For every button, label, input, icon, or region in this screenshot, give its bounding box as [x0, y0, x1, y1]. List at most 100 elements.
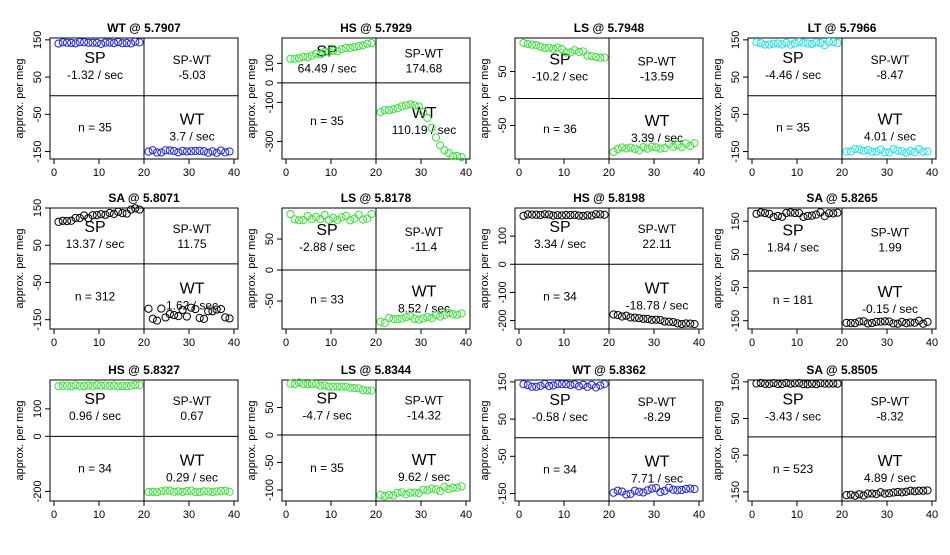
- data-point: [84, 214, 93, 223]
- data-point: [829, 37, 838, 47]
- data-point: [199, 487, 209, 496]
- data-point: [897, 147, 907, 156]
- data-point: [303, 211, 312, 221]
- n-count: n = 34: [78, 462, 112, 476]
- y-tick-label: 150: [730, 212, 742, 230]
- data-point: [333, 47, 342, 56]
- data-point: [92, 380, 101, 390]
- data-point: [294, 378, 304, 387]
- data-point: [681, 319, 691, 328]
- panel-title: SA @ 5.8071: [108, 191, 180, 205]
- data-point: [131, 204, 140, 213]
- data-point: [354, 41, 363, 51]
- data-point: [812, 210, 821, 219]
- x-tick-label: 0: [283, 167, 289, 179]
- data-point: [397, 102, 406, 111]
- data-point: [221, 148, 230, 157]
- y-axis-label: approx. per meg: [479, 400, 491, 480]
- data-point: [62, 381, 72, 390]
- scatter-panel: LS @ 5.8344 approx. per meg 50 0 -50 -100 0 10 2…: [246, 363, 472, 521]
- data-point: [795, 37, 804, 47]
- data-point: [553, 43, 562, 52]
- wt-label: WT: [180, 280, 205, 297]
- data-point: [389, 491, 398, 500]
- data-point: [174, 312, 183, 321]
- data-point: [299, 379, 308, 389]
- data-point: [354, 210, 363, 219]
- data-point: [790, 208, 799, 218]
- data-point: [795, 209, 804, 218]
- data-point: [613, 311, 622, 320]
- y-tick-label: -150: [32, 141, 44, 163]
- data-point: [187, 147, 196, 156]
- data-point: [122, 38, 131, 48]
- data-point: [765, 379, 774, 389]
- data-point: [846, 147, 855, 156]
- data-point: [401, 101, 411, 110]
- spwt-value: -14.32: [407, 409, 441, 423]
- data-point: [782, 378, 791, 388]
- data-point: [311, 379, 321, 389]
- data-point: [681, 139, 691, 148]
- data-point: [562, 380, 571, 389]
- x-tick-label: 20: [836, 509, 848, 521]
- data-point: [519, 380, 528, 389]
- data-point: [562, 210, 571, 220]
- data-point: [79, 211, 89, 220]
- data-point: [690, 484, 699, 494]
- spwt-value: -8.29: [643, 410, 671, 424]
- data-point: [673, 486, 682, 495]
- data-point: [54, 39, 63, 48]
- y-tick-label: -50: [497, 118, 509, 134]
- y-tick-label: 150: [32, 31, 44, 49]
- data-point: [782, 208, 791, 218]
- panel-title: SA @ 5.8505: [806, 363, 878, 377]
- data-point: [652, 143, 661, 152]
- scatter-panel: SA @ 5.8265 approx. per meg 150 50 -50 -150 0 1…: [712, 191, 938, 349]
- x-tick-label: 30: [183, 337, 195, 349]
- data-point: [389, 314, 398, 324]
- data-point: [600, 53, 609, 62]
- scatter-panel: WT @ 5.8362 approx. per meg 150 50 -50 -150 0 1…: [479, 363, 705, 521]
- data-point: [532, 210, 541, 219]
- data-point: [174, 487, 183, 496]
- data-point: [812, 380, 821, 389]
- y-tick-label: 50: [730, 71, 742, 83]
- data-point: [75, 382, 84, 391]
- x-tick-label: 30: [881, 337, 893, 349]
- data-point: [178, 487, 187, 497]
- data-point: [316, 50, 325, 59]
- data-point: [566, 210, 575, 220]
- data-point: [677, 319, 686, 329]
- data-point: [423, 113, 432, 123]
- data-point: [544, 381, 554, 391]
- y-tick-label: 50: [497, 413, 509, 425]
- spwt-value: 22.11: [642, 237, 671, 251]
- data-point: [393, 488, 402, 497]
- data-point: [299, 216, 308, 225]
- data-point: [307, 51, 316, 60]
- y-axis-label: approx. per meg: [246, 58, 258, 138]
- data-point: [448, 310, 458, 319]
- data-point: [824, 379, 834, 388]
- data-point: [906, 146, 915, 156]
- data-point: [760, 208, 770, 218]
- spwt-value: -13.59: [640, 69, 674, 83]
- data-point: [914, 486, 924, 495]
- data-point: [346, 216, 355, 225]
- y-axis-label: approx. per meg: [14, 400, 26, 480]
- data-point: [549, 44, 558, 53]
- data-point: [161, 146, 170, 155]
- data-point: [67, 216, 76, 225]
- data-point: [290, 379, 299, 389]
- x-tick-label: 10: [558, 337, 570, 349]
- data-point: [613, 486, 622, 495]
- data-point: [225, 314, 234, 323]
- n-count: n = 523: [773, 462, 814, 476]
- data-point: [380, 106, 389, 115]
- y-tick-label: 0: [497, 95, 509, 101]
- panel-title: HS @ 5.8198: [573, 191, 645, 205]
- data-point: [216, 146, 226, 155]
- data-point: [419, 485, 428, 494]
- data-point: [807, 379, 817, 388]
